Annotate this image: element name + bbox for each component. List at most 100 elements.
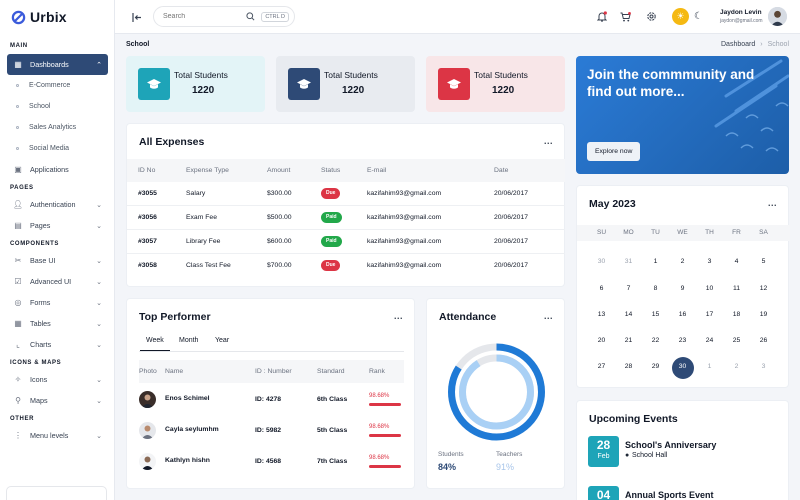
column-header[interactable]: ID : Number [255,368,292,375]
calendar-day[interactable]: 11 [732,285,741,292]
calendar-day[interactable]: 14 [624,311,633,318]
column-header[interactable]: Photo [139,368,157,375]
calendar-day[interactable]: 29 [651,363,660,370]
sidebar-item-tables[interactable]: ▦ Tables ⌄ [7,313,108,334]
column-header[interactable]: Amount [267,167,291,174]
calendar-day[interactable]: 16 [678,311,687,318]
calendar-day[interactable]: 20 [597,337,606,344]
sidebar-item-advanced-ui[interactable]: ☑︎ Advanced UI ⌄ [7,271,108,292]
calendar-day[interactable]: 3 [707,258,712,265]
calendar-day[interactable]: 28 [624,363,633,370]
sidebar-sub-sales-analytics[interactable]: Sales Analytics [0,117,115,138]
calendar-day[interactable]: 8 [653,285,658,292]
settings-button[interactable] [643,8,660,25]
calendar-day[interactable]: 31 [624,258,633,265]
cell-type: Library Fee [186,238,221,245]
attendance-card: Attendance ... Students 84% Teachers 91% [426,298,565,489]
sidebar-item-forms[interactable]: ◎ Forms ⌄ [7,292,108,313]
column-header[interactable]: Date [494,167,509,174]
calendar-day[interactable]: 7 [626,285,631,292]
calendar-day[interactable]: 9 [680,285,685,292]
sidebar-item-base-ui[interactable]: ✂︎ Base UI ⌄ [7,250,108,271]
calendar-day[interactable]: 30 [597,258,606,265]
more-options-button[interactable]: ... [393,311,403,321]
sidebar-item-menu-levels[interactable]: ⋮ Menu levels ⌄ [7,425,108,446]
dark-mode-toggle[interactable]: ☾ [690,8,707,25]
sidebar-item-authentication[interactable]: 👤︎ Authentication ⌄ [7,194,108,215]
more-options-button[interactable]: ... [767,198,777,208]
avatar[interactable] [768,7,787,26]
weekday-label: MO [623,229,634,236]
table-row[interactable]: #3057 Library Fee $600.00 Paid kazifahim… [127,230,565,254]
cart-icon [620,11,631,21]
tab-month[interactable]: Month [179,337,199,344]
tab-week[interactable]: Week [140,337,170,351]
event-title[interactable]: School's Anniversary [625,440,717,450]
sidebar-item-maps[interactable]: ⚲ Maps ⌄ [7,390,108,411]
sidebar-item-applications[interactable]: ▣ Applications [7,159,108,180]
calendar-day[interactable]: 6 [599,285,604,292]
more-options-button[interactable]: ... [543,311,553,321]
user-email: jaydon@gmail.com [720,18,763,24]
calendar-day[interactable]: 23 [678,337,687,344]
table-row[interactable]: Kathlyn hishn ID: 4568 7th Class 98.68% [139,447,404,477]
calendar-day[interactable]: 1 [707,363,712,370]
sidebar-item-icons[interactable]: ✧ Icons ⌄ [7,369,108,390]
table-row[interactable]: Cayla seylumhm ID: 5982 5th Class 98.68% [139,416,404,446]
column-header[interactable]: Standard [317,368,345,375]
sidebar-sub-label: E-Commerce [29,82,71,89]
column-header[interactable]: ID No [138,167,156,174]
column-header[interactable]: Rank [369,368,385,375]
sidebar-sub-social-media[interactable]: Social Media [0,138,115,159]
notifications-button[interactable] [593,8,610,25]
calendar-day[interactable]: 15 [651,311,660,318]
sidebar-item-pages[interactable]: ▤ Pages ⌄ [7,215,108,236]
collapse-sidebar-button[interactable] [129,9,145,25]
cell-id: ID: 4568 [255,458,282,465]
calendar-day[interactable]: 4 [734,258,739,265]
event-title[interactable]: Annual Sports Event [625,490,714,500]
column-header[interactable]: E-mail [367,167,387,174]
calendar-day[interactable]: 3 [761,363,766,370]
cart-button[interactable] [617,8,634,25]
calendar-day[interactable]: 21 [624,337,633,344]
sidebar-item-charts[interactable]: ⌞ Charts ⌄ [7,334,108,355]
calendar-day[interactable]: 5 [761,258,766,265]
calendar-day[interactable]: 10 [705,285,714,292]
more-options-button[interactable]: ... [543,136,553,146]
sidebar-item-dashboards[interactable]: ▦ Dashboards ⌃ [7,54,108,75]
search-bar[interactable]: CTRL D [153,6,295,27]
breadcrumb-root[interactable]: Dashboard [721,41,756,48]
calendar-day[interactable]: 19 [759,311,768,318]
table-row[interactable]: Enos Schimel ID: 4278 6th Class 98.68% [139,385,404,415]
table-row[interactable]: #3056 Exam Fee $500.00 Paid kazifahim93@… [127,206,565,230]
sidebar-sub-school[interactable]: School [0,96,115,117]
sidebar-sub-ecommerce[interactable]: E-Commerce [0,75,115,96]
column-header[interactable]: Expense Type [186,167,229,174]
calendar-day[interactable]: 26 [759,337,768,344]
column-header[interactable]: Name [165,368,184,375]
cell-amount: $300.00 [267,190,292,197]
calendar-day[interactable]: 24 [705,337,714,344]
light-mode-toggle[interactable]: ☀ [672,8,689,25]
calendar-day[interactable]: 18 [732,311,741,318]
table-row[interactable]: #3058 Class Test Fee $700.00 Due kazifah… [127,254,565,278]
search-input[interactable] [163,13,243,20]
explore-now-button[interactable]: Explore now [587,142,641,161]
user-avatar-icon [768,7,787,26]
calendar-day[interactable]: 2 [680,258,685,265]
column-header[interactable]: Status [321,167,341,174]
calendar-day[interactable]: 1 [653,258,658,265]
table-row[interactable]: #3055 Salary $300.00 Due kazifahim93@gma… [127,182,565,206]
calendar-day[interactable]: 2 [734,363,739,370]
calendar-day[interactable]: 22 [651,337,660,344]
calendar-day[interactable]: 13 [597,311,606,318]
calendar-day[interactable]: 27 [597,363,606,370]
calendar-day[interactable]: 25 [732,337,741,344]
logo[interactable]: Urbix [0,0,114,34]
calendar-day[interactable]: 17 [705,311,714,318]
calendar-day[interactable]: 12 [759,285,768,292]
calendar-day[interactable]: 30 [678,363,687,370]
tab-year[interactable]: Year [215,337,230,344]
user-name[interactable]: Jaydon Levin [720,9,762,16]
